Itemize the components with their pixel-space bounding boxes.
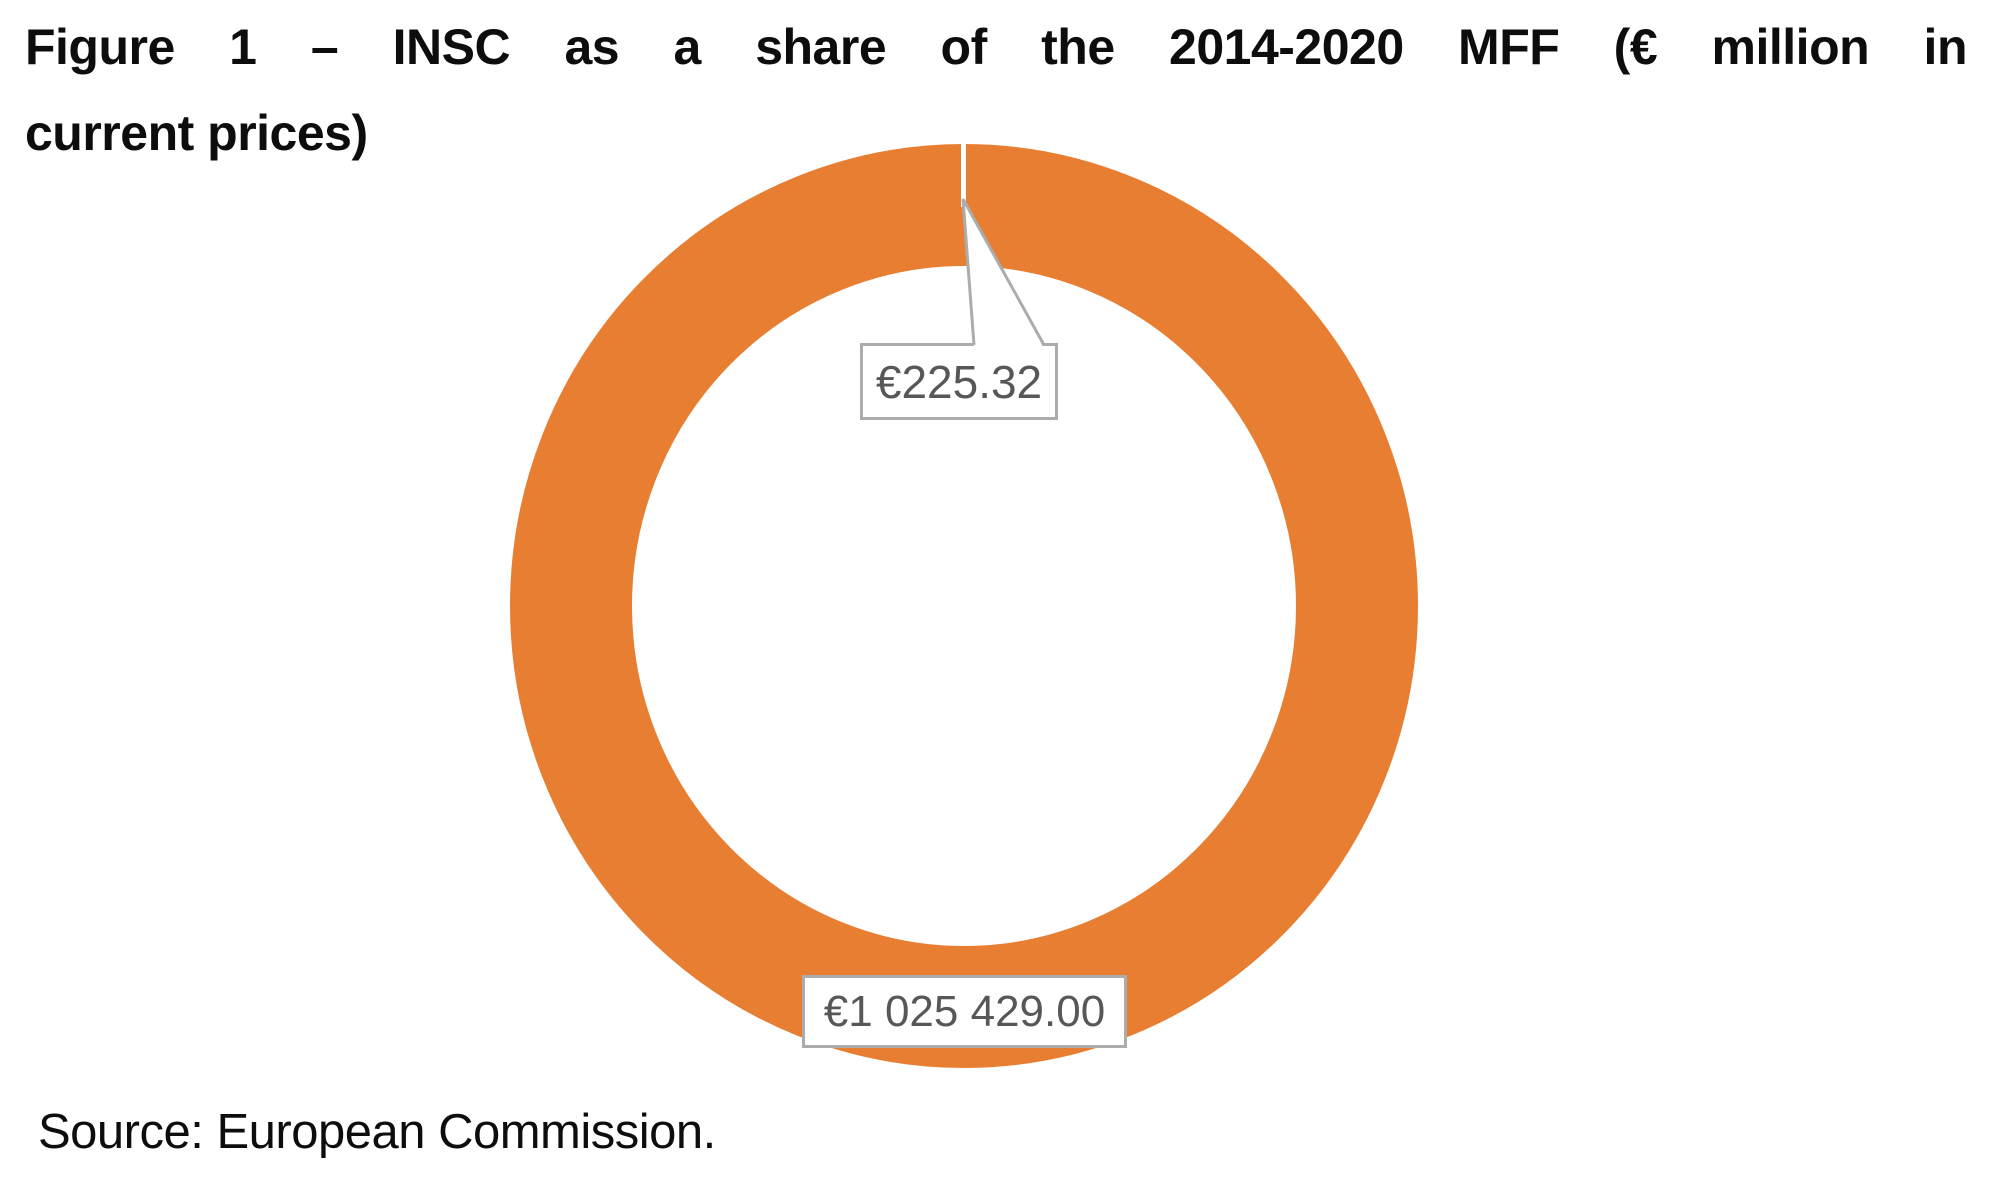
figure-title-line2: current prices) [25,105,368,161]
figure-title-line1: Figure 1 – INSC as a share of the 2014-2… [25,19,1967,75]
donut-ring [510,144,1418,1068]
figure-title: Figure 1 – INSC as a share of the 2014-2… [25,4,1967,176]
data-label-insc: €225.32 [860,343,1058,420]
source-note: Source: European Commission. [38,1105,716,1159]
data-label-mff-total: €1 025 429.00 [802,975,1127,1048]
